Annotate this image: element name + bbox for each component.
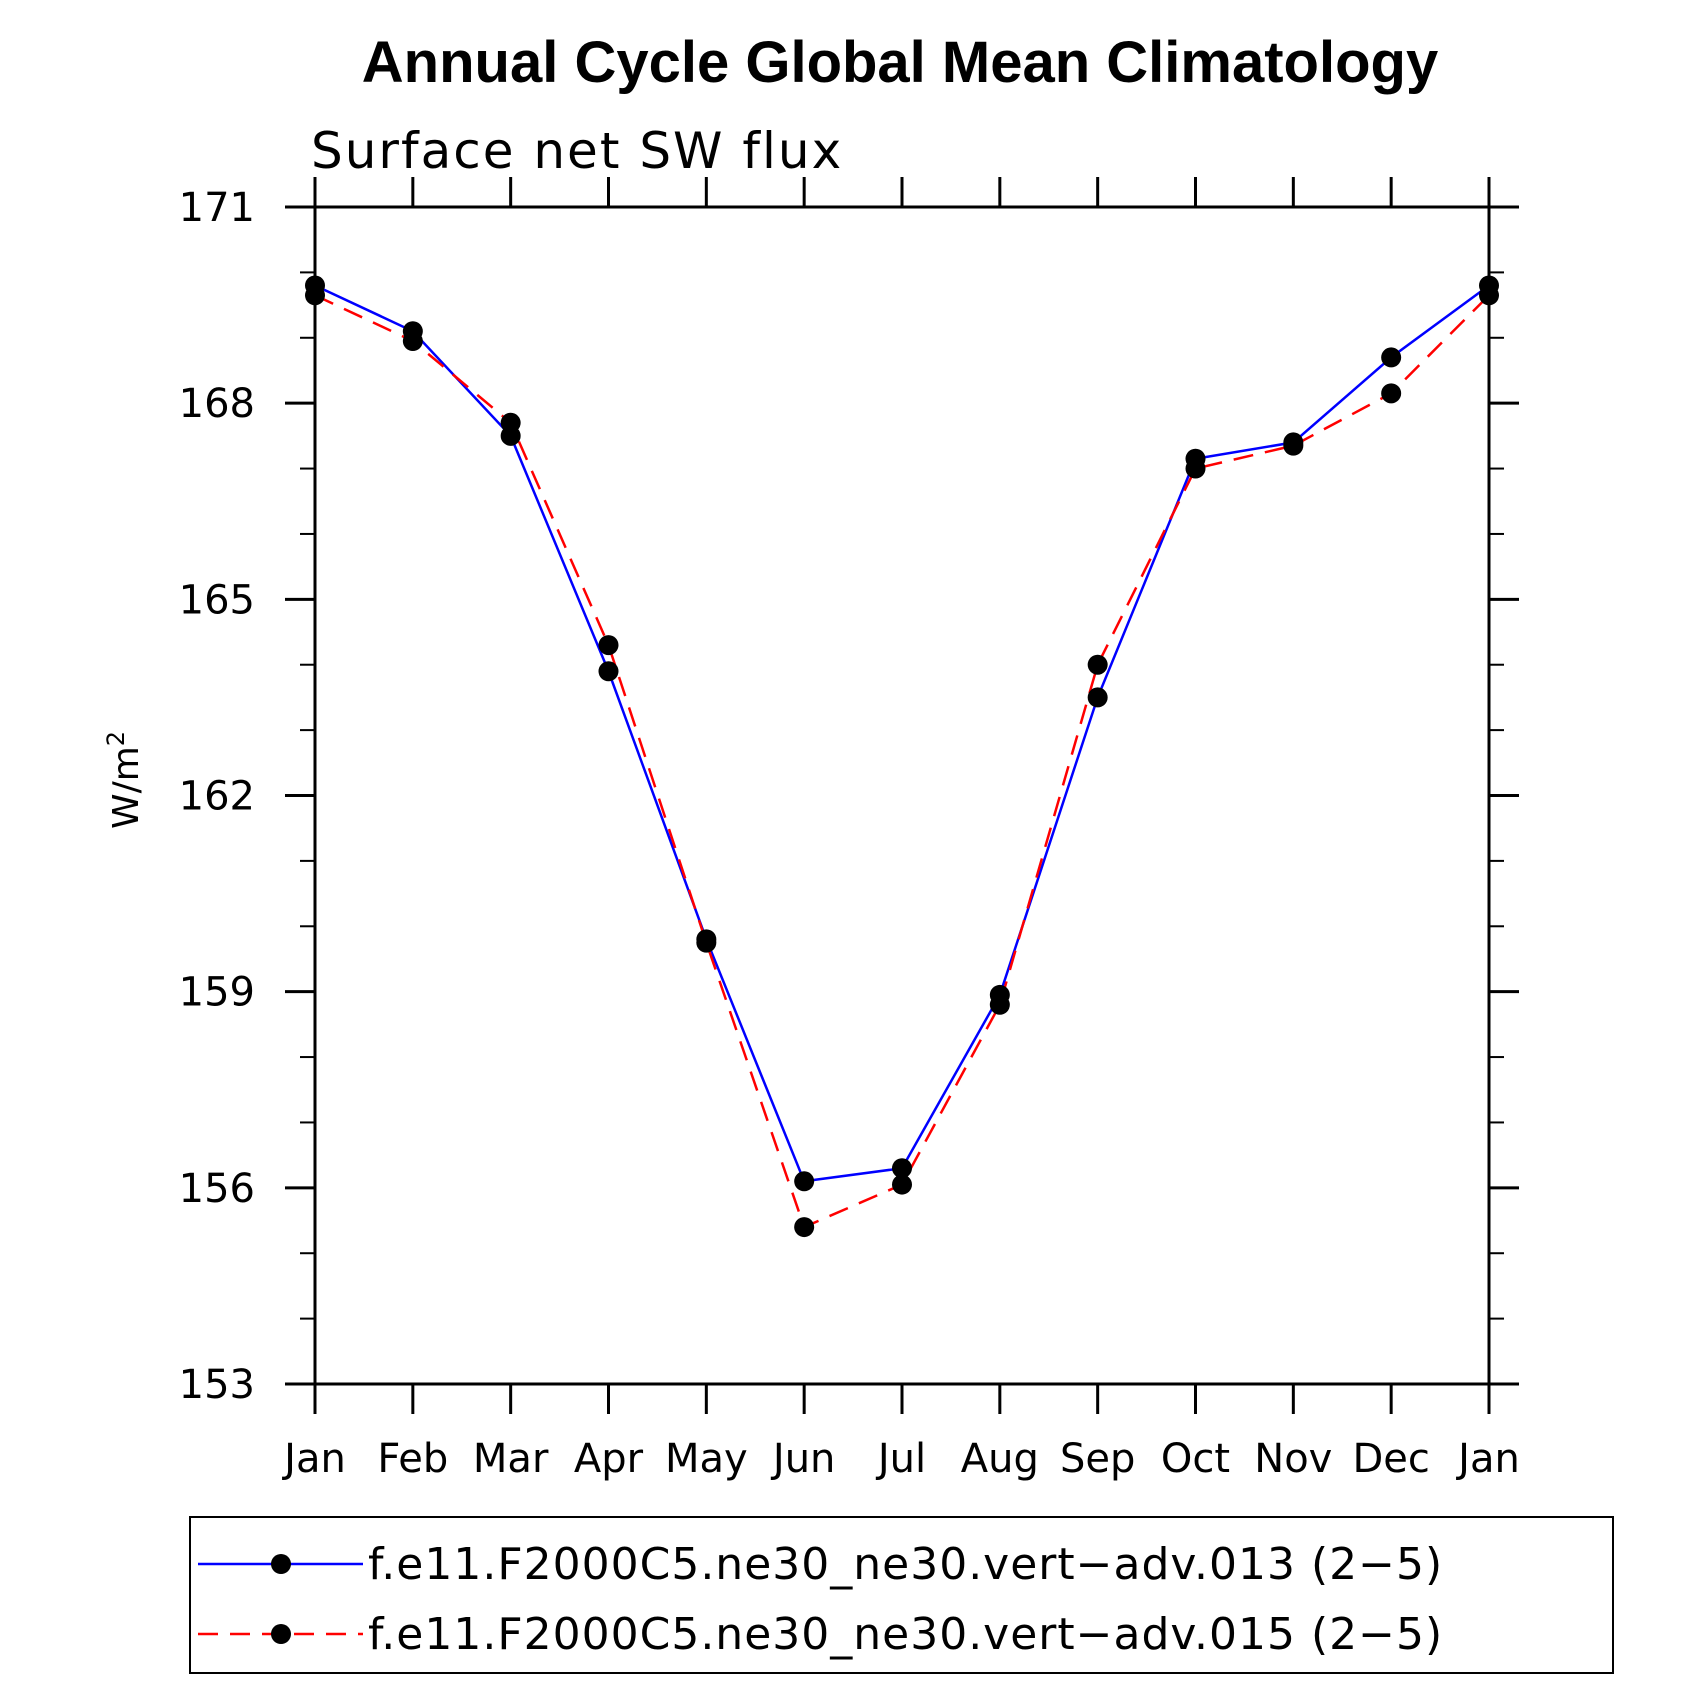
plot-frame (313, 205, 1491, 1386)
y-tick-label: 159 (179, 970, 255, 1016)
series-line-1 (314, 284, 1490, 1183)
y-tick-label: 168 (179, 381, 255, 427)
series-2-marker (794, 1217, 815, 1238)
y-axis-label-text: W/m (106, 746, 147, 829)
legend: f.e11.F2000C5.ne30_ne30.vert−adv.013 (2−… (198, 1539, 1443, 1660)
series-2-marker (1381, 383, 1402, 404)
axis-ticks: 153 156 159 162 165 168 171 Jan Feb Mar Apr May Jun J… (179, 177, 1520, 1482)
y-tick-label: 153 (179, 1362, 255, 1408)
series-2-marker (1479, 285, 1499, 306)
series-2-marker (1283, 435, 1304, 456)
chart-subtitle: Surface net SW flux (311, 122, 843, 180)
x-tick-label: Aug (961, 1436, 1039, 1482)
x-tick-label: Feb (377, 1436, 448, 1482)
series-2-marker (598, 635, 619, 656)
series-2-marker (892, 1174, 912, 1195)
y-tick-label: 162 (179, 774, 255, 820)
series-layer (305, 275, 1499, 1238)
series-1-marker (1087, 687, 1108, 708)
legend-label-1: f.e11.F2000C5.ne30_ne30.vert−adv.013 (2−… (368, 1539, 1443, 1590)
series-1-marker (598, 661, 619, 682)
legend-marker-1 (271, 1554, 291, 1574)
x-tick-label: Apr (574, 1436, 644, 1482)
series-line-2 (314, 294, 1490, 1229)
y-tick-label: 171 (179, 185, 255, 231)
x-tick-label: Jan (281, 1436, 346, 1482)
series-2-marker (989, 994, 1010, 1015)
x-tick-label: Nov (1254, 1436, 1332, 1482)
x-tick-label: Sep (1060, 1436, 1135, 1482)
x-tick-label: Jul (875, 1436, 926, 1482)
series-1-marker (892, 1158, 912, 1179)
legend-label-2: f.e11.F2000C5.ne30_ne30.vert−adv.015 (2−… (368, 1609, 1443, 1660)
x-tick-label: May (665, 1436, 748, 1482)
y-tick-label: 156 (179, 1166, 255, 1212)
series-2-marker (696, 932, 717, 953)
x-tick-label: Jan (1455, 1436, 1520, 1482)
series-2-marker (402, 331, 423, 352)
series-2-marker (500, 412, 521, 433)
series-1-marker (794, 1171, 815, 1192)
y-axis-label: W/m2 (102, 731, 147, 829)
x-tick-label: Dec (1352, 1436, 1429, 1482)
series-1-marker (1381, 347, 1402, 368)
legend-box (189, 1516, 1614, 1674)
series-2-marker (1185, 458, 1206, 479)
legend-marker-2 (271, 1624, 291, 1644)
x-tick-label: Mar (473, 1436, 549, 1482)
series-2-marker (1087, 654, 1108, 675)
x-tick-label: Oct (1161, 1436, 1230, 1482)
x-tick-label: Jun (770, 1436, 836, 1482)
svg-text:W/m2: W/m2 (102, 731, 147, 829)
y-axis-label-superscript: 2 (102, 731, 130, 746)
chart-title: Annual Cycle Global Mean Climatology (362, 30, 1438, 95)
y-tick-label: 165 (179, 577, 255, 623)
series-2-marker (305, 285, 325, 306)
